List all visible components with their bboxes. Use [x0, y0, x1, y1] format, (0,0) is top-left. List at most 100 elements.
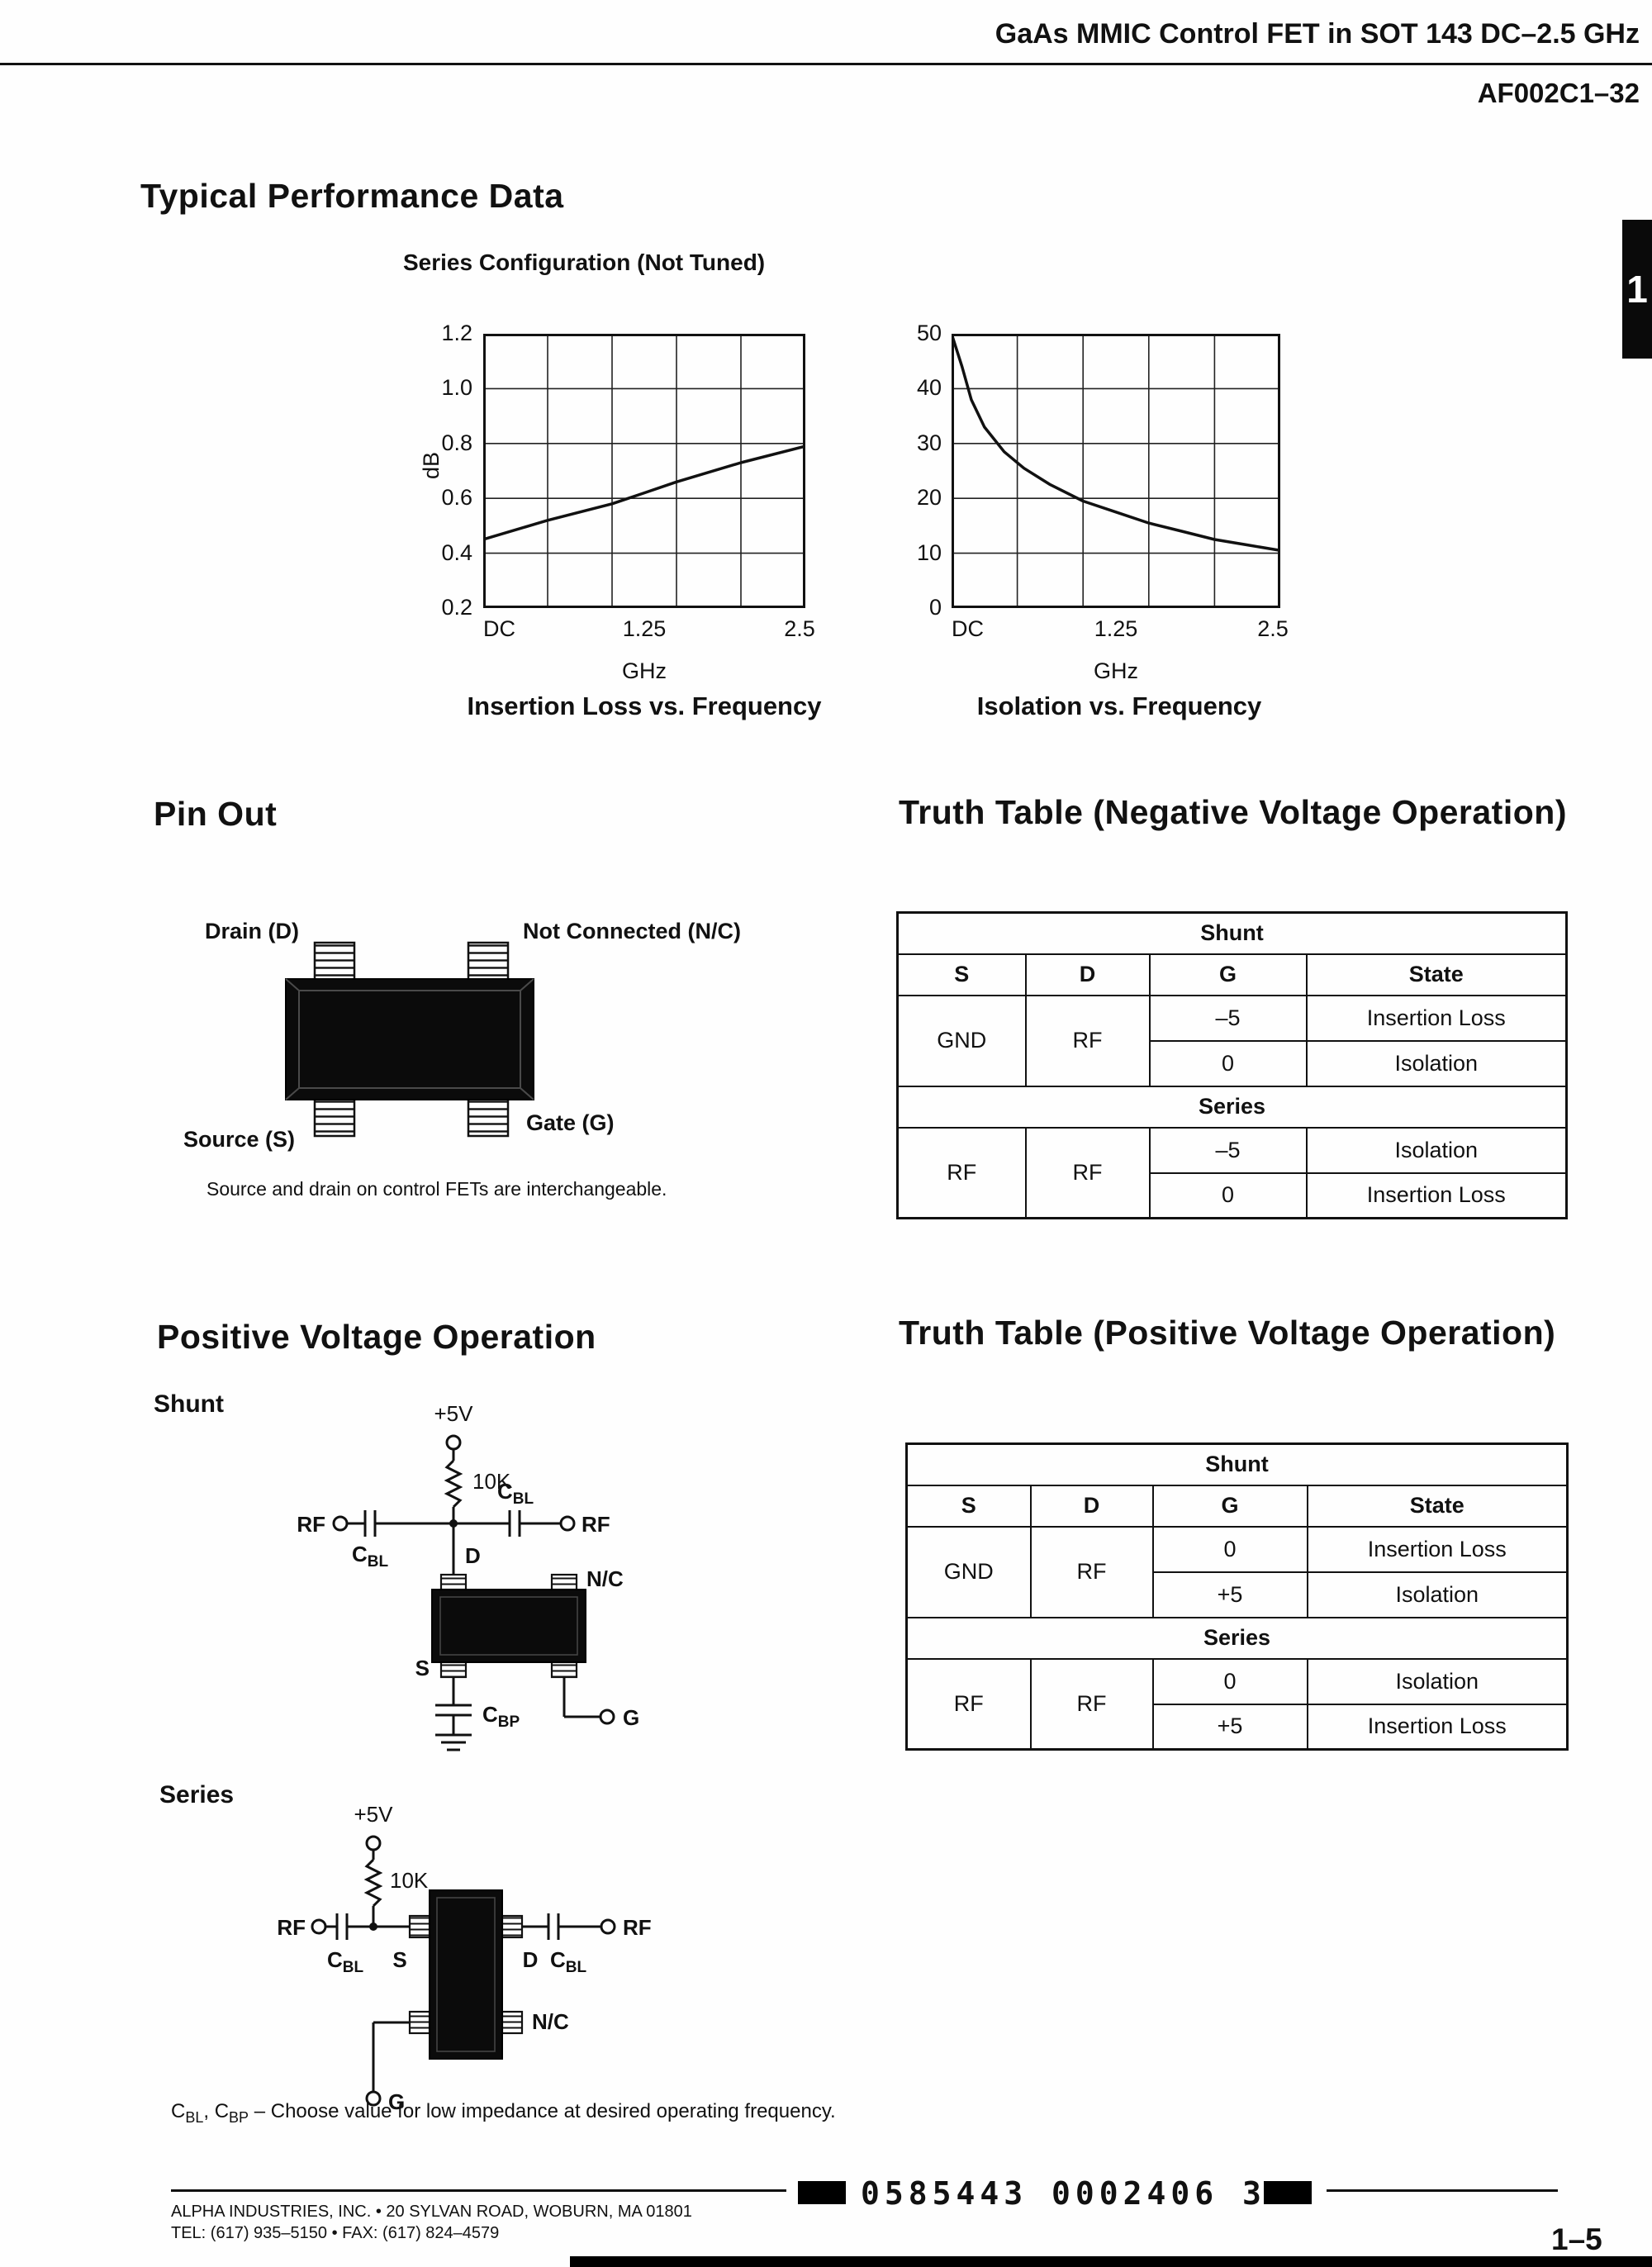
col-header-state: State [1305, 953, 1568, 996]
cell-g: –5 [1148, 1126, 1308, 1174]
cell-s: GND [905, 1525, 1032, 1618]
footnote-text: , C [203, 2100, 230, 2122]
footnote-text: C [171, 2100, 186, 2122]
y-tick: 0.6 [441, 485, 472, 510]
resistor-label: 10K [472, 1469, 511, 1494]
y-tick: 0.8 [441, 430, 472, 455]
x-tick: DC [483, 616, 515, 641]
pinout-heading: Pin Out [154, 795, 278, 833]
grid-lines [483, 334, 805, 608]
table-section-shunt: Shunt [905, 1442, 1569, 1486]
footnote-text: – Choose value for low impedance at desi… [249, 2100, 836, 2122]
col-header-state: State [1306, 1484, 1569, 1528]
cbp-label: CBP [482, 1702, 520, 1731]
package-bevel [285, 978, 534, 1100]
cell-s: GND [896, 994, 1027, 1087]
truth-table-positive: Shunt S D G State GND RF 0 Insertion Los… [905, 1442, 1569, 1751]
plot-border [952, 334, 1280, 608]
performance-subheading: Series Configuration (Not Tuned) [403, 250, 766, 275]
y-tick: 40 [916, 375, 942, 400]
rf-in-label: RF [297, 1512, 325, 1537]
barcode-number: 0585443 0002406 311 [861, 2175, 1314, 2212]
package-leads [408, 1914, 524, 2035]
col-header-s: S [905, 1484, 1032, 1528]
resistor-symbol [363, 1858, 383, 1908]
resistor-label: 10K [390, 1868, 429, 1893]
y-tick: 10 [916, 540, 942, 565]
grid-lines [952, 334, 1280, 608]
cell-state: Insertion Loss [1306, 1703, 1569, 1751]
x-tick: 2.5 [1257, 616, 1289, 641]
shunt-circuit-diagram: +5V 10K RF RF CBL CBL D N/C S CBP G [297, 1401, 639, 1751]
cell-d: RF [1024, 1126, 1151, 1219]
truth-negative-heading: Truth Table (Negative Voltage Operation) [899, 793, 1567, 831]
cell-state: Isolation [1306, 1571, 1569, 1618]
positive-heading: Positive Voltage Operation [157, 1318, 596, 1356]
rf-out-label: RF [623, 1915, 652, 1940]
package-bevel [439, 1596, 578, 1656]
pinout-caption: Source and drain on control FETs are int… [206, 1178, 667, 1200]
pinout-package-drawing [285, 941, 534, 1138]
cell-state: Insertion Loss [1305, 1172, 1568, 1219]
package-body [429, 1889, 503, 2060]
header-divider [0, 63, 1652, 65]
ground-symbol [435, 1733, 472, 1751]
series-subheading: Series [159, 1781, 235, 1808]
bottom-bar [570, 2256, 1652, 2267]
section-tab: 1 [1622, 220, 1652, 359]
footer-phone: TEL: (617) 935–5150 • FAX: (617) 824–457… [171, 2224, 500, 2242]
cell-g: –5 [1148, 994, 1308, 1042]
pin-label-gate: Gate (G) [526, 1110, 615, 1135]
wires [332, 1434, 615, 1751]
supply-label: +5V [434, 1401, 474, 1426]
cell-g: 0 [1151, 1525, 1308, 1573]
col-header-g: G [1151, 1484, 1308, 1528]
y-tick: 1.2 [441, 321, 472, 345]
resistor-symbol [444, 1459, 463, 1509]
rf-in-label: RF [277, 1915, 306, 1940]
gate-label: G [388, 2089, 405, 2114]
package-leads [313, 941, 510, 1138]
cell-state: Isolation [1305, 1039, 1568, 1087]
data-line [952, 334, 1280, 553]
y-tick: 50 [916, 321, 942, 345]
cell-d: RF [1029, 1657, 1154, 1751]
chart-title: Isolation vs. Frequency [976, 692, 1262, 720]
cell-g: 0 [1151, 1657, 1308, 1705]
rf-out-label: RF [582, 1512, 610, 1537]
footer-divider [171, 2189, 786, 2192]
insertion-loss-chart [483, 334, 805, 608]
barcode-block [1264, 2181, 1312, 2204]
cell-state: Insertion Loss [1305, 994, 1568, 1042]
package-body [285, 978, 534, 1100]
table-section-shunt: Shunt [896, 911, 1568, 955]
cell-g: 0 [1148, 1172, 1308, 1219]
footnote-sub: BP [229, 2108, 249, 2126]
cell-g: 0 [1148, 1039, 1308, 1087]
page-number: 1–5 [1551, 2222, 1602, 2256]
y-axis-label: dB [419, 451, 444, 480]
supply-label: +5V [354, 1805, 394, 1827]
nc-label: N/C [586, 1566, 624, 1591]
footnote: CBL, CBP – Choose value for low impedanc… [171, 2100, 836, 2127]
chart-title: Insertion Loss vs. Frequency [467, 692, 822, 720]
wire-junction [449, 1519, 458, 1528]
cbl-label: CBL [352, 1542, 389, 1571]
doc-title: GaAs MMIC Control FET in SOT 143 DC–2.5 … [995, 18, 1640, 50]
cbl-label: CBL [550, 1947, 587, 1976]
col-header-d: D [1024, 953, 1151, 996]
source-label: S [392, 1947, 406, 1972]
cell-state: Isolation [1306, 1657, 1569, 1705]
table-section-series: Series [905, 1616, 1569, 1660]
y-tick: 1.0 [441, 375, 472, 400]
cell-d: RF [1029, 1525, 1154, 1618]
data-line [483, 444, 805, 541]
y-tick: 0 [928, 595, 942, 620]
x-axis-label: GHz [1094, 658, 1138, 683]
x-axis-label: GHz [622, 658, 667, 683]
shunt-subheading: Shunt [154, 1390, 224, 1418]
pin-label-nc: Not Connected (N/C) [523, 919, 741, 943]
x-tick: 1.25 [1094, 616, 1138, 641]
truth-table-negative: Shunt S D G State GND RF –5 Insertion Lo… [896, 911, 1568, 1219]
